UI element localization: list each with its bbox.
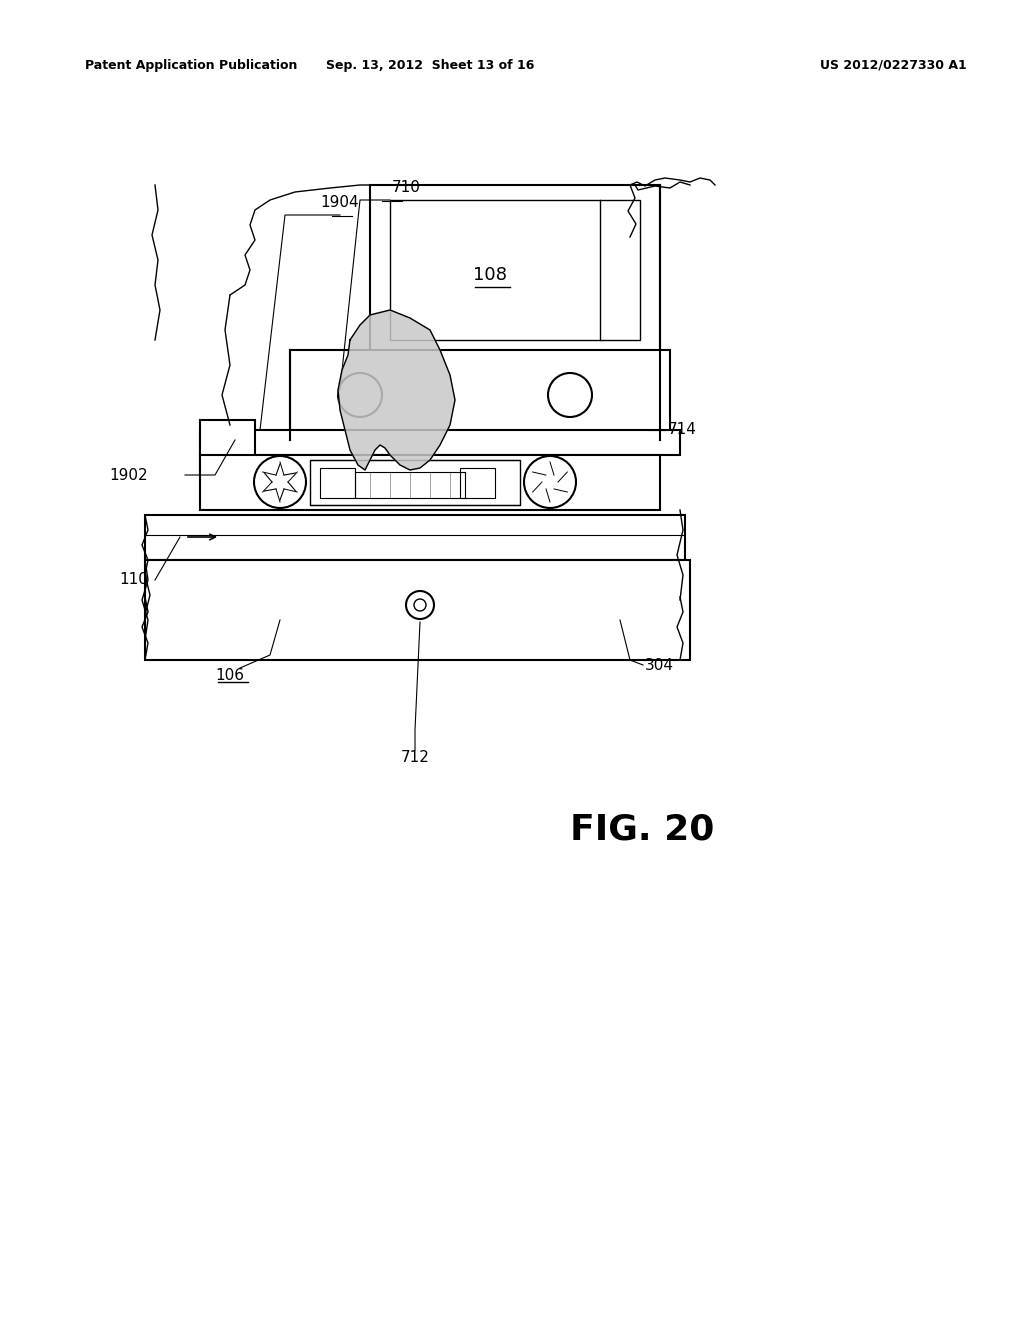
Text: 1902: 1902 (110, 467, 148, 483)
Text: 106: 106 (215, 668, 245, 682)
Bar (319, 469, 355, 498)
Text: US 2012/0227330 A1: US 2012/0227330 A1 (820, 58, 967, 71)
Text: Sep. 13, 2012  Sheet 13 of 16: Sep. 13, 2012 Sheet 13 of 16 (326, 58, 535, 71)
Text: FIG. 20: FIG. 20 (570, 813, 715, 847)
Polygon shape (338, 310, 455, 470)
Text: Patent Application Publication: Patent Application Publication (85, 58, 297, 71)
Circle shape (548, 374, 592, 417)
Circle shape (414, 599, 426, 611)
Text: 110: 110 (119, 573, 148, 587)
Bar (200, 430, 680, 455)
Text: 710: 710 (392, 180, 421, 195)
Circle shape (524, 455, 575, 508)
Bar (370, 185, 660, 385)
Text: 712: 712 (400, 751, 429, 766)
Bar (200, 455, 660, 510)
Bar (145, 515, 685, 560)
Text: 1904: 1904 (321, 195, 359, 210)
Bar (200, 420, 255, 475)
Bar (390, 201, 640, 341)
Bar (290, 350, 670, 440)
Bar (310, 459, 520, 506)
Circle shape (254, 455, 306, 508)
Text: 108: 108 (473, 267, 507, 284)
Circle shape (406, 591, 434, 619)
Text: 714: 714 (668, 422, 697, 437)
Circle shape (338, 374, 382, 417)
Text: 304: 304 (645, 657, 674, 672)
Bar (145, 560, 690, 660)
Bar (460, 469, 495, 498)
